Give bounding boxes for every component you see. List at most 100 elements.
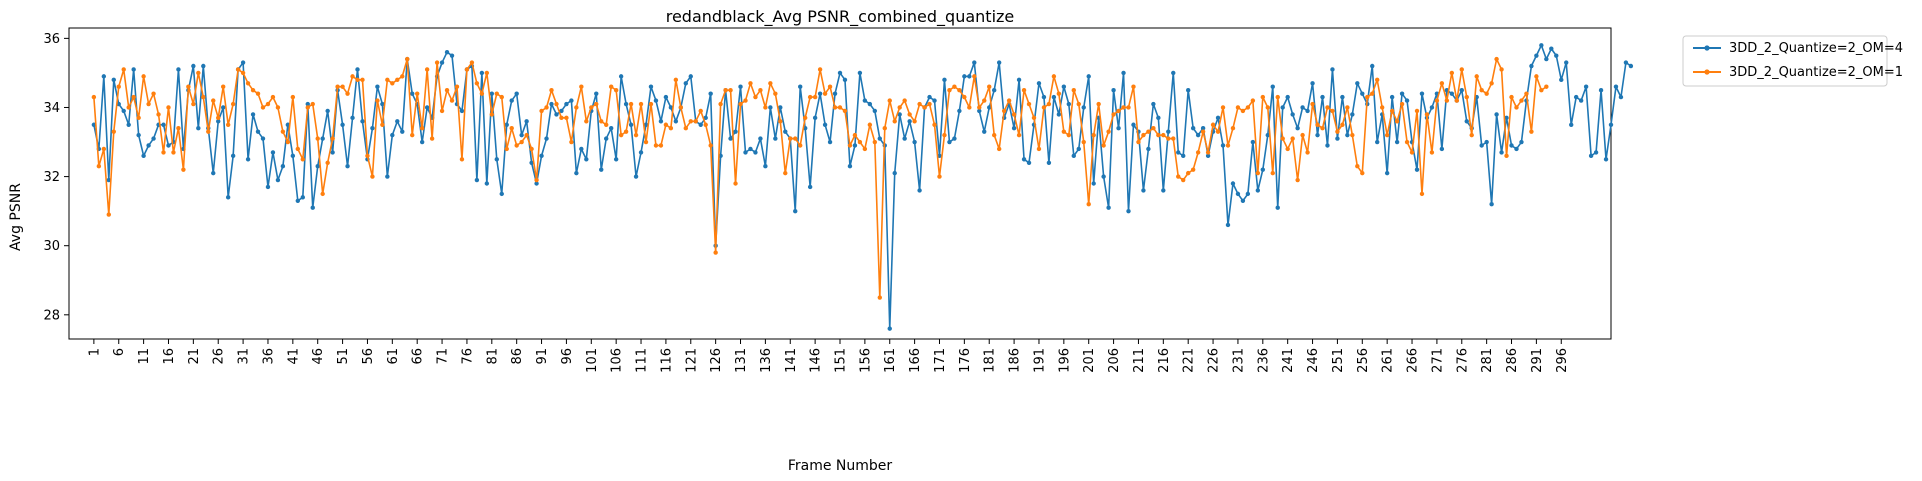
data-point <box>225 122 231 127</box>
x-tick-label: 206 <box>1107 348 1122 373</box>
data-point <box>439 108 445 114</box>
data-point <box>638 101 644 107</box>
data-point <box>1539 43 1544 48</box>
data-point <box>1514 146 1519 152</box>
data-point <box>847 143 853 148</box>
data-point <box>1529 63 1534 69</box>
data-point <box>300 195 305 200</box>
data-point <box>564 115 569 121</box>
data-point <box>733 129 738 134</box>
data-point <box>1375 139 1380 145</box>
data-point <box>822 122 828 127</box>
data-point <box>1300 105 1305 110</box>
data-point <box>1041 105 1047 110</box>
data-point <box>633 174 639 179</box>
data-point <box>842 108 848 114</box>
data-point <box>1335 136 1340 141</box>
x-tick-label: 226 <box>1207 348 1222 373</box>
data-point <box>1220 105 1226 110</box>
data-point <box>1569 122 1574 127</box>
x-tick-label: 81 <box>485 348 500 365</box>
data-point <box>325 108 330 114</box>
data-point <box>479 91 485 96</box>
data-point <box>1195 150 1201 155</box>
data-point <box>514 91 519 96</box>
data-point <box>1449 70 1455 76</box>
data-point <box>1593 150 1599 155</box>
data-point <box>957 88 962 93</box>
data-point <box>1081 105 1086 110</box>
data-point <box>509 98 514 103</box>
data-point <box>852 143 858 148</box>
data-point <box>1151 126 1156 131</box>
data-point <box>310 205 315 210</box>
data-point <box>494 91 499 96</box>
data-point <box>544 105 549 110</box>
x-tick-label: 61 <box>386 348 401 365</box>
data-point <box>146 101 151 107</box>
data-point <box>1195 132 1201 138</box>
data-point <box>549 88 554 93</box>
data-point <box>862 146 868 152</box>
data-point <box>798 143 803 148</box>
x-tick-label: 96 <box>560 348 575 365</box>
data-point <box>738 84 743 89</box>
data-point <box>1325 105 1330 110</box>
data-point <box>554 101 559 107</box>
data-point <box>1056 112 1062 117</box>
data-point <box>285 139 291 145</box>
data-point <box>1011 126 1017 131</box>
data-point <box>1230 126 1236 131</box>
data-point <box>255 129 261 134</box>
data-point <box>723 88 728 93</box>
data-point <box>693 119 698 124</box>
x-tick-label: 21 <box>187 348 202 365</box>
data-point <box>1459 88 1464 93</box>
data-point <box>1439 146 1445 152</box>
x-tick-label: 271 <box>1430 348 1445 373</box>
x-tick-label: 121 <box>684 348 699 373</box>
x-tick-label: 286 <box>1505 348 1520 373</box>
series-om1 <box>91 56 1549 300</box>
data-point <box>758 136 763 141</box>
x-tick-label: 136 <box>759 348 774 373</box>
data-point <box>1121 105 1126 110</box>
data-point <box>524 119 529 124</box>
data-point <box>1519 98 1524 103</box>
data-point <box>599 167 604 172</box>
data-point <box>161 122 166 127</box>
data-point <box>718 101 723 107</box>
data-point <box>1295 126 1300 131</box>
data-point <box>514 143 519 148</box>
data-point <box>265 184 271 190</box>
data-point <box>912 139 917 145</box>
data-point <box>1086 202 1091 207</box>
data-point <box>1146 129 1151 134</box>
data-point <box>832 91 838 96</box>
x-tick-label: 181 <box>983 348 998 373</box>
data-point <box>579 84 584 89</box>
data-point <box>410 91 415 96</box>
data-point <box>569 139 574 145</box>
data-point <box>1489 81 1494 86</box>
data-point <box>887 326 892 331</box>
data-point <box>708 143 713 148</box>
legend: 3DD_2_Quantize=2_OM=4 3DD_2_Quantize=2_O… <box>1682 35 1903 87</box>
data-point <box>1429 150 1435 155</box>
data-point <box>1081 139 1086 145</box>
x-tick-label: 216 <box>1157 348 1172 373</box>
data-point <box>1384 170 1390 176</box>
data-point <box>932 98 937 103</box>
data-point <box>877 136 882 141</box>
data-point <box>136 132 141 138</box>
data-point <box>519 132 524 138</box>
data-point <box>494 157 499 162</box>
data-point <box>1404 139 1410 145</box>
data-point <box>1011 112 1017 117</box>
data-point <box>947 139 952 145</box>
y-axis-label: Avg PSNR <box>8 183 24 251</box>
data-point <box>1399 91 1405 96</box>
data-point <box>1419 191 1425 197</box>
data-point <box>191 63 196 69</box>
data-point <box>663 94 669 100</box>
